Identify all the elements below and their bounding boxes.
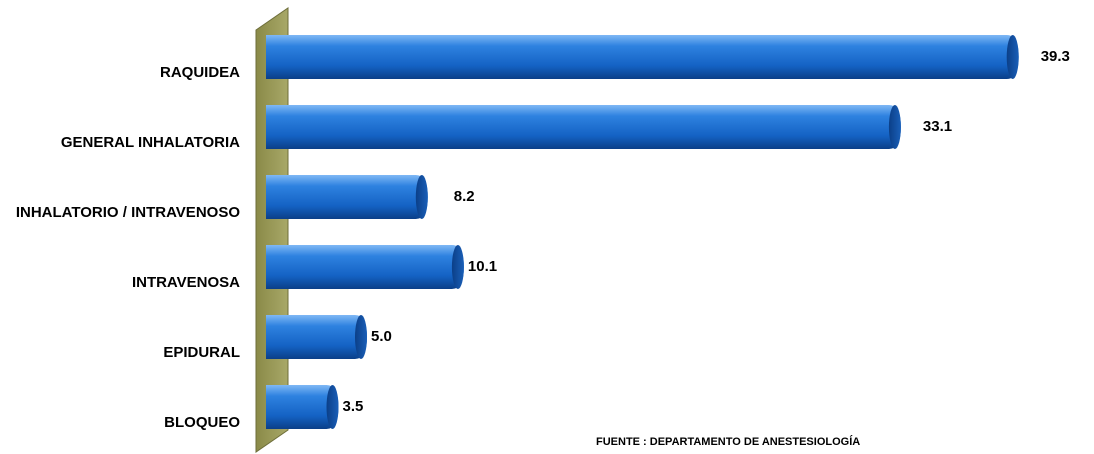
bar-cap-0 bbox=[1006, 35, 1019, 79]
bar-3 bbox=[266, 245, 464, 289]
category-label-2: INHALATORIO / INTRAVENOSO bbox=[16, 204, 241, 221]
bar-1 bbox=[266, 105, 901, 149]
source-note: FUENTE : DEPARTAMENTO DE ANESTESIOLOGÍA bbox=[596, 436, 861, 448]
bar-cap-5 bbox=[326, 385, 339, 429]
bar-2 bbox=[266, 175, 428, 219]
category-label-3: INTRAVENOSA bbox=[132, 274, 240, 291]
bar-4 bbox=[266, 315, 367, 359]
bar-5 bbox=[266, 385, 339, 429]
value-label-5: 3.5 bbox=[343, 398, 364, 415]
value-label-3: 10.1 bbox=[468, 258, 497, 275]
bar-cap-2 bbox=[415, 175, 428, 219]
bar-cap-1 bbox=[888, 105, 901, 149]
category-label-5: BLOQUEO bbox=[164, 414, 240, 431]
bar-cap-3 bbox=[451, 245, 464, 289]
bar-0 bbox=[266, 35, 1019, 79]
value-label-2: 8.2 bbox=[454, 188, 475, 205]
category-label-0: RAQUIDEA bbox=[160, 64, 240, 81]
value-label-4: 5.0 bbox=[371, 328, 392, 345]
category-label-1: GENERAL INHALATORIA bbox=[61, 134, 240, 151]
value-label-0: 39.3 bbox=[1041, 48, 1070, 65]
category-label-4: EPIDURAL bbox=[163, 344, 240, 361]
bar-cap-4 bbox=[355, 315, 367, 359]
value-label-1: 33.1 bbox=[923, 118, 952, 135]
bars-layer: RAQUIDEA 39.3 GENERAL INHALATORIA 33.1 INHAL… bbox=[16, 35, 1070, 431]
